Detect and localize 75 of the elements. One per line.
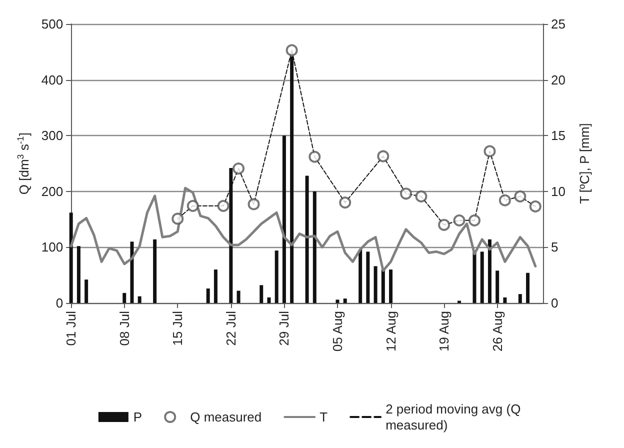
y-tick-label: 0 (56, 296, 64, 310)
bar (366, 252, 370, 303)
bar (214, 270, 218, 303)
x-tick-label: 29 Jul (276, 310, 292, 346)
bar (526, 272, 530, 303)
y2-tick-label: 0 (551, 296, 558, 310)
point (308, 150, 321, 163)
point (172, 212, 184, 225)
legend-label: P (133, 410, 142, 424)
bar (496, 270, 500, 303)
point (400, 188, 412, 200)
y-axis-title: Q [dm3 s-1] (16, 132, 32, 195)
x-tick-label: 26 Aug (490, 311, 505, 352)
point (339, 196, 352, 209)
bar (138, 296, 142, 303)
bar (206, 288, 210, 303)
x-tick-label: 08 Jul (116, 310, 132, 346)
bar (267, 297, 271, 303)
x-tick-label: 12 Aug (383, 311, 398, 352)
point (286, 44, 298, 56)
point (186, 200, 199, 212)
y2-tick-label: 20 (551, 72, 566, 88)
bar (472, 252, 476, 303)
x-tick-label: 05 Aug (330, 311, 345, 352)
bar (76, 246, 80, 303)
y-tick-label: 500 (41, 16, 64, 32)
bar (122, 292, 126, 303)
x-tick-label: 22 Jul (223, 310, 238, 346)
y2-tick-label: 5 (551, 240, 558, 255)
point (438, 218, 450, 231)
point (217, 200, 230, 212)
bar (389, 270, 393, 303)
bar (236, 290, 240, 303)
bar (503, 297, 507, 303)
bar (312, 191, 316, 303)
bar (274, 250, 278, 303)
point (484, 145, 496, 158)
legend-label: 2 period moving avg (Q measured) (386, 402, 524, 432)
legend-label: Q measured (190, 410, 262, 424)
bar (260, 285, 264, 303)
bar (130, 242, 134, 303)
point (529, 200, 542, 212)
x-tick-label: 19 Aug (436, 311, 452, 352)
y-tick-label: 200 (41, 184, 64, 199)
bar (488, 239, 492, 303)
bar (84, 280, 88, 303)
y2-axis-title: T [ºC], P [mm] (577, 123, 592, 204)
x-tick-label: 15 Jul (170, 310, 186, 346)
y-tick-label: 100 (41, 240, 64, 255)
point (468, 214, 480, 226)
bar (282, 136, 286, 303)
point (248, 198, 260, 210)
y-tick-label: 300 (41, 128, 64, 144)
bar (518, 294, 522, 303)
x-tick-label: 01 Jul (64, 310, 79, 346)
point (453, 214, 466, 226)
point (232, 162, 245, 175)
legend-label: T (320, 410, 328, 424)
point (514, 190, 526, 202)
point (377, 150, 390, 162)
y2-tick-label: 25 (551, 16, 566, 32)
bar (69, 212, 73, 303)
y2-tick-label: 10 (551, 184, 566, 199)
bar (305, 176, 309, 303)
bar (358, 249, 362, 303)
point (498, 194, 511, 206)
point (415, 190, 428, 202)
bar (153, 239, 157, 303)
bar (480, 252, 484, 303)
bar (343, 298, 347, 303)
bar (374, 266, 378, 303)
y2-tick-label: 15 (551, 128, 566, 144)
bar (381, 270, 385, 303)
bar (336, 300, 340, 303)
y-tick-label: 400 (41, 72, 64, 88)
